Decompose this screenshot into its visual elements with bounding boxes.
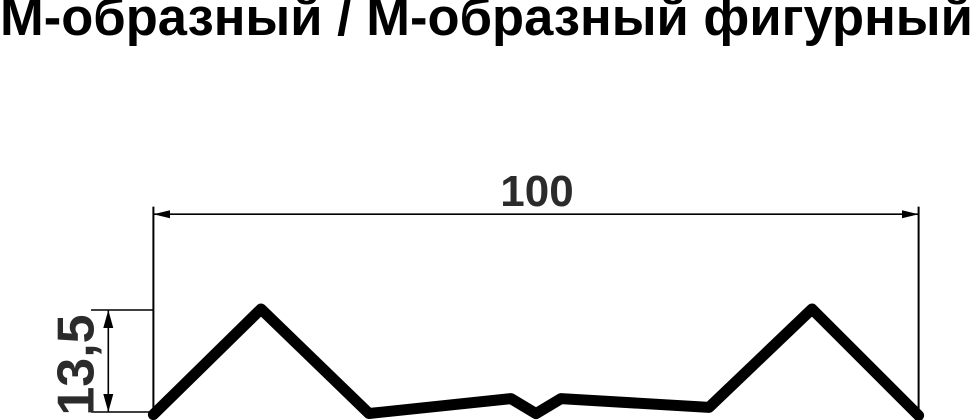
svg-text:13,5: 13,5: [48, 314, 106, 415]
svg-text:100: 100: [500, 167, 573, 216]
